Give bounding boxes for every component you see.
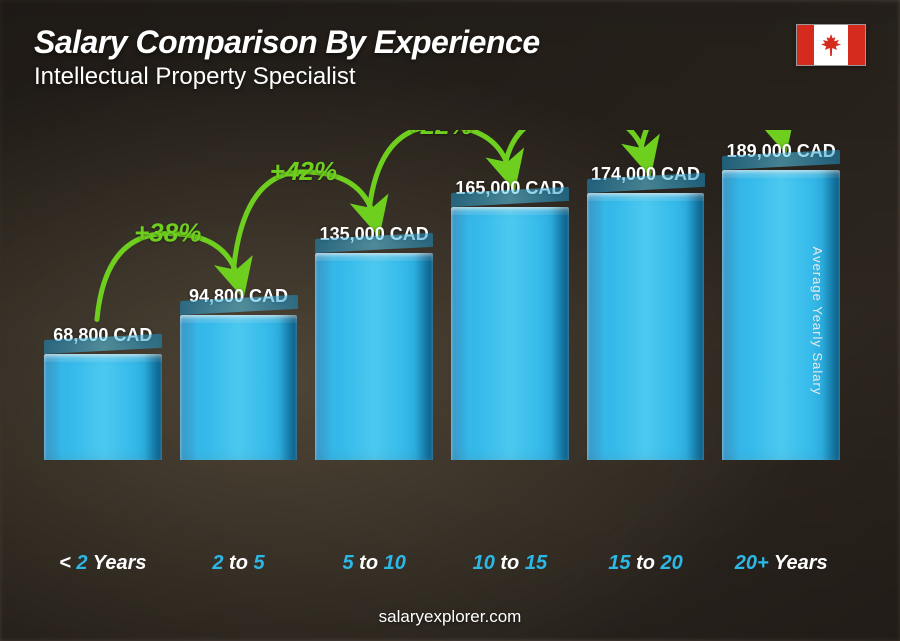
x-axis-label: 2 to 5 — [180, 552, 298, 575]
footer-attribution: salaryexplorer.com — [0, 607, 900, 627]
bars-container: 68,800 CAD94,800 CAD135,000 CAD165,000 C… — [44, 130, 840, 460]
bar-column: 174,000 CAD — [587, 164, 705, 460]
flag-band-left — [797, 25, 814, 65]
bar-column: 165,000 CAD — [451, 178, 569, 460]
x-axis-label: 5 to 10 — [315, 552, 433, 575]
flag-band-right — [848, 25, 865, 65]
canada-flag-icon — [796, 24, 866, 66]
bar — [315, 253, 433, 460]
chart-area: +38%+42%+22%+6%+9% 68,800 CAD94,800 CAD1… — [44, 130, 840, 575]
y-axis-label: Average Yearly Salary — [810, 246, 825, 395]
bar-column: 135,000 CAD — [315, 224, 433, 460]
maple-leaf-icon — [821, 34, 841, 56]
bar-column: 68,800 CAD — [44, 325, 162, 460]
bar — [180, 315, 298, 460]
header: Salary Comparison By Experience Intellec… — [34, 24, 866, 91]
chart-subtitle: Intellectual Property Specialist — [34, 63, 540, 91]
x-axis-label: 15 to 20 — [587, 552, 705, 575]
bar — [587, 193, 705, 460]
bar — [44, 354, 162, 460]
title-block: Salary Comparison By Experience Intellec… — [34, 24, 540, 91]
x-axis-label: 10 to 15 — [451, 552, 569, 575]
bar — [451, 207, 569, 460]
chart-title: Salary Comparison By Experience — [34, 24, 540, 61]
flag-center — [814, 25, 848, 65]
x-axis-label: 20+ Years — [722, 552, 840, 575]
bar-column: 94,800 CAD — [180, 286, 298, 460]
x-axis-label: < 2 Years — [44, 552, 162, 575]
x-axis-labels: < 2 Years 2 to 5 5 to 10 10 to 15 15 to 20 20… — [44, 552, 840, 575]
